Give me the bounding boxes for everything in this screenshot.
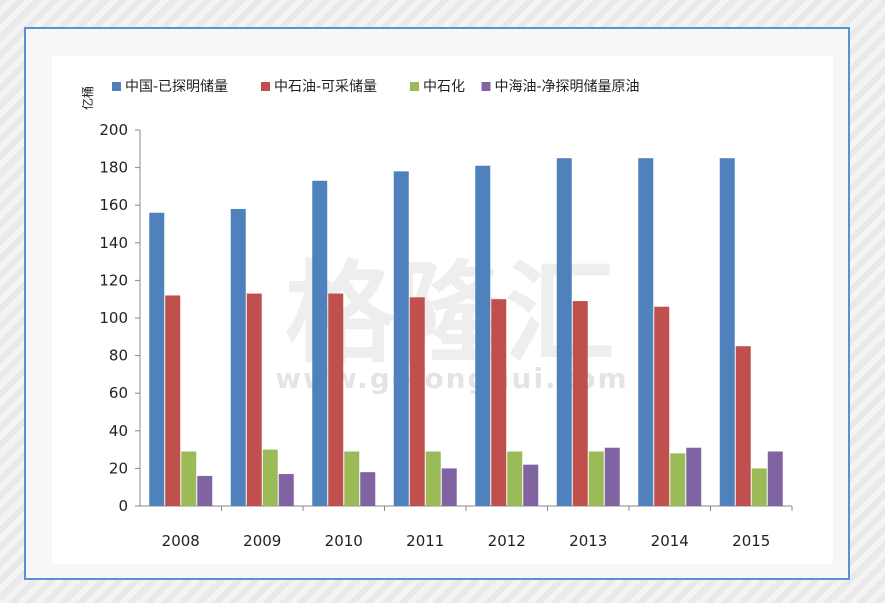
- x-tick-label: 2009: [243, 532, 281, 550]
- bar: [360, 472, 376, 506]
- bars: [149, 158, 783, 507]
- bar: [735, 346, 751, 506]
- bar: [165, 295, 181, 506]
- bar: [507, 451, 523, 506]
- y-axis-label: 亿桶: [80, 86, 95, 110]
- bar: [278, 474, 294, 506]
- legend-label: 中国-已探明储量: [125, 79, 228, 95]
- x-tick-label: 2008: [162, 532, 200, 550]
- x-tick-label: 2013: [569, 532, 607, 550]
- legend: 中国-已探明储量 中石油-可采储量 中石化 中海油-净探明储量原油: [112, 79, 640, 95]
- bar: [393, 171, 409, 507]
- x-tick-label: 2014: [651, 532, 689, 550]
- y-tick-label: 80: [109, 347, 128, 365]
- x-tick-label: 2015: [732, 532, 770, 550]
- y-tick-label: 0: [118, 497, 128, 515]
- legend-swatch: [112, 82, 121, 91]
- bar: [523, 464, 539, 506]
- bar: [654, 306, 670, 506]
- legend-label: 中海油-净探明储量原油: [495, 79, 640, 95]
- bar: [425, 451, 441, 506]
- y-tick-label: 120: [99, 271, 128, 289]
- bar: [751, 468, 767, 506]
- x-tick-label: 2011: [406, 532, 444, 550]
- y-tick-label: 200: [99, 121, 128, 139]
- legend-label: 中石化: [423, 79, 465, 95]
- bar: [230, 208, 246, 506]
- bar: [149, 212, 165, 506]
- x-tick-label: 2010: [325, 532, 363, 550]
- y-tick-label: 20: [109, 459, 128, 477]
- bar: [670, 453, 686, 506]
- bar: [475, 165, 491, 506]
- bar: [604, 447, 620, 506]
- legend-swatch: [410, 82, 419, 91]
- bar: [572, 301, 588, 506]
- legend-swatch: [481, 82, 491, 91]
- bar: [638, 158, 654, 506]
- bar: [686, 447, 702, 506]
- bar: [441, 468, 457, 506]
- axes: 0 20 40 60 80 100 120 140 160 180 200 2008 2009 2010 2…: [99, 121, 793, 550]
- bar: [181, 451, 197, 506]
- bar: [312, 180, 328, 506]
- bar: [262, 449, 278, 506]
- bar: [767, 451, 783, 506]
- y-tick-label: 40: [109, 422, 128, 440]
- bar: [556, 158, 572, 506]
- legend-label: 中石油-可采储量: [274, 79, 377, 95]
- bar: [344, 451, 360, 506]
- y-tick-label: 160: [99, 196, 128, 214]
- bar: [588, 451, 604, 506]
- bar: [409, 297, 425, 506]
- bar: [328, 293, 344, 506]
- bar: [246, 293, 262, 506]
- bar: [719, 158, 735, 506]
- legend-swatch: [261, 82, 270, 91]
- y-tick-label: 100: [99, 309, 128, 327]
- y-tick-label: 140: [99, 234, 128, 252]
- y-tick-label: 180: [99, 159, 128, 177]
- x-tick-label: 2012: [488, 532, 526, 550]
- y-tick-label: 60: [109, 384, 128, 402]
- bar: [491, 299, 507, 506]
- bar: [197, 475, 213, 506]
